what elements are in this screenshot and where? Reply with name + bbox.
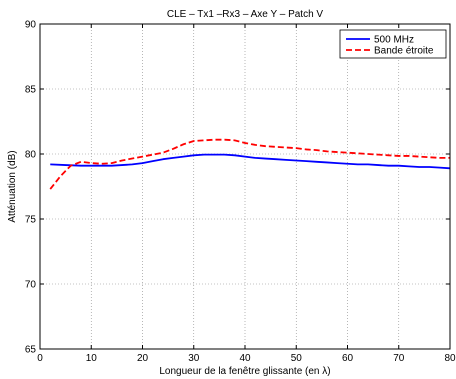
y-tick-label: 70 — [25, 280, 37, 291]
series-line-0 — [50, 153, 451, 170]
legend-label-0: 500 MHz — [374, 35, 414, 46]
series-layer — [49, 138, 451, 190]
x-tick-label: 70 — [393, 353, 405, 364]
y-tick-label: 85 — [25, 85, 37, 96]
y-tick-label: 75 — [25, 215, 37, 226]
x-tick-label: 20 — [137, 353, 149, 364]
legend-box — [339, 29, 447, 59]
legend-label-1: Bande étroite — [374, 46, 434, 57]
y-tick-label: 80 — [25, 150, 37, 161]
x-tick-label: 10 — [86, 353, 98, 364]
x-tick-label: 30 — [188, 353, 200, 364]
grid — [40, 24, 450, 349]
x-axis-label: Longueur de la fenêtre glissante (en λ) — [159, 366, 330, 377]
x-tick-label: 80 — [444, 353, 456, 364]
chart-title: CLE – Tx1 –Rx3 – Axe Y – Patch V — [167, 9, 324, 20]
y-axis-label: Atténuation (dB) — [7, 150, 18, 222]
x-tick-label: 60 — [342, 353, 354, 364]
x-tick-label: 0 — [37, 353, 43, 364]
x-tick-label: 40 — [239, 353, 251, 364]
y-tick-label: 65 — [25, 345, 37, 356]
x-tick-label: 50 — [291, 353, 303, 364]
y-tick-label: 90 — [25, 20, 37, 31]
ticks: 0 10 20 30 40 50 60 70 80 65 70 75 80 85 90 — [25, 20, 456, 365]
